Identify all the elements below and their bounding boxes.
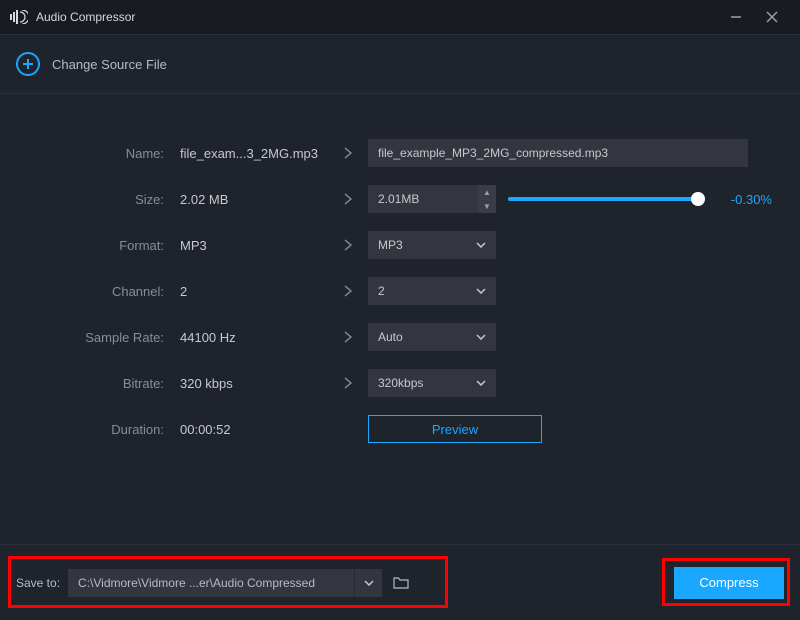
label-samplerate: Sample Rate: bbox=[28, 330, 178, 345]
saveto-path[interactable]: C:\Vidmore\Vidmore ...er\Audio Compresse… bbox=[68, 569, 354, 597]
bitrate-dropdown[interactable]: 320kbps bbox=[368, 369, 496, 397]
chevron-down-icon bbox=[476, 380, 486, 386]
samplerate-selected: Auto bbox=[378, 330, 403, 344]
format-dropdown[interactable]: MP3 bbox=[368, 231, 496, 259]
titlebar: Audio Compressor bbox=[0, 0, 800, 34]
value-bitrate: 320 kbps bbox=[178, 376, 328, 391]
arrow-icon bbox=[328, 193, 368, 205]
chevron-down-icon bbox=[476, 334, 486, 340]
label-name: Name: bbox=[28, 146, 178, 161]
row-bitrate: Bitrate: 320 kbps 320kbps bbox=[28, 360, 772, 406]
size-slider[interactable] bbox=[508, 197, 704, 201]
saveto-dropdown[interactable] bbox=[354, 569, 382, 597]
arrow-icon bbox=[328, 285, 368, 297]
row-size: Size: 2.02 MB 2.01MB ▲ ▼ -0.30% bbox=[28, 176, 772, 222]
label-channel: Channel: bbox=[28, 284, 178, 299]
slider-knob[interactable] bbox=[691, 192, 705, 206]
app-icon bbox=[10, 10, 28, 24]
label-duration: Duration: bbox=[28, 422, 178, 437]
bitrate-selected: 320kbps bbox=[378, 376, 423, 390]
saveto-group: C:\Vidmore\Vidmore ...er\Audio Compresse… bbox=[68, 568, 414, 598]
change-source-label[interactable]: Change Source File bbox=[52, 57, 167, 72]
saveto-label: Save to: bbox=[16, 576, 60, 590]
row-channel: Channel: 2 2 bbox=[28, 268, 772, 314]
channel-selected: 2 bbox=[378, 284, 385, 298]
size-percent: -0.30% bbox=[716, 192, 772, 207]
output-size-value: 2.01MB bbox=[368, 192, 478, 206]
arrow-icon bbox=[328, 147, 368, 159]
preview-label: Preview bbox=[432, 422, 478, 437]
label-bitrate: Bitrate: bbox=[28, 376, 178, 391]
value-name: file_exam...3_2MG.mp3 bbox=[178, 146, 328, 161]
output-size-spinner[interactable]: 2.01MB ▲ ▼ bbox=[368, 185, 496, 213]
source-bar: Change Source File bbox=[0, 34, 800, 94]
app-title: Audio Compressor bbox=[36, 10, 135, 24]
format-selected: MP3 bbox=[378, 238, 403, 252]
value-samplerate: 44100 Hz bbox=[178, 330, 328, 345]
compress-label: Compress bbox=[699, 575, 758, 590]
value-format: MP3 bbox=[178, 238, 328, 253]
channel-dropdown[interactable]: 2 bbox=[368, 277, 496, 305]
label-size: Size: bbox=[28, 192, 178, 207]
arrow-icon bbox=[328, 331, 368, 343]
preview-button[interactable]: Preview bbox=[368, 415, 542, 443]
chevron-down-icon bbox=[476, 288, 486, 294]
spinner-up-icon[interactable]: ▲ bbox=[478, 185, 496, 199]
value-size: 2.02 MB bbox=[178, 192, 328, 207]
form: Name: file_exam...3_2MG.mp3 Size: 2.02 M… bbox=[0, 94, 800, 452]
change-source-button[interactable] bbox=[16, 52, 40, 76]
row-format: Format: MP3 MP3 bbox=[28, 222, 772, 268]
close-button[interactable] bbox=[754, 0, 790, 34]
output-name-input[interactable] bbox=[368, 139, 748, 167]
value-duration: 00:00:52 bbox=[178, 422, 328, 437]
bottom-bar: Save to: C:\Vidmore\Vidmore ...er\Audio … bbox=[0, 544, 800, 620]
open-folder-button[interactable] bbox=[388, 569, 414, 597]
value-channel: 2 bbox=[178, 284, 328, 299]
arrow-icon bbox=[328, 377, 368, 389]
row-samplerate: Sample Rate: 44100 Hz Auto bbox=[28, 314, 772, 360]
minimize-button[interactable] bbox=[718, 0, 754, 34]
label-format: Format: bbox=[28, 238, 178, 253]
spinner-down-icon[interactable]: ▼ bbox=[478, 199, 496, 213]
chevron-down-icon bbox=[476, 242, 486, 248]
samplerate-dropdown[interactable]: Auto bbox=[368, 323, 496, 351]
row-name: Name: file_exam...3_2MG.mp3 bbox=[28, 130, 772, 176]
row-duration: Duration: 00:00:52 Preview bbox=[28, 406, 772, 452]
compress-button[interactable]: Compress bbox=[674, 567, 784, 599]
arrow-icon bbox=[328, 239, 368, 251]
